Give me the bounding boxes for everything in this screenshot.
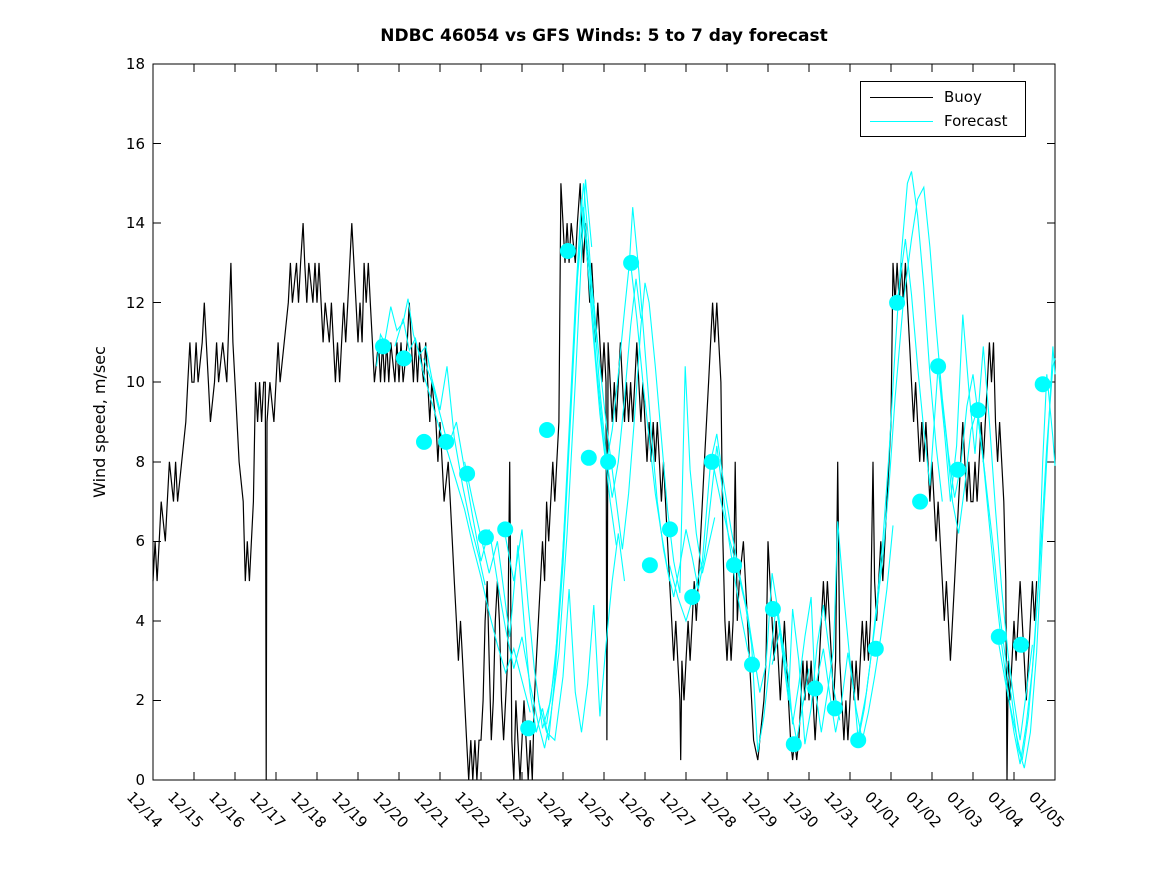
y-tick-label: 12 (125, 293, 145, 312)
forecast-marker-dot (459, 465, 476, 482)
forecast-marker-dot (785, 736, 802, 753)
forecast-line-sample (870, 120, 933, 122)
buoy-line-sample (870, 96, 933, 98)
forecast-segment-line (814, 171, 943, 741)
forecast-marker-dot (1034, 376, 1051, 393)
y-tick-label: 2 (135, 691, 145, 710)
forecast-marker-dot (497, 521, 514, 538)
y-tick-label: 4 (135, 611, 145, 630)
forecast-marker-dot (726, 557, 742, 574)
forecast-marker-dot (867, 640, 884, 657)
forecast-marker-dot (539, 422, 555, 438)
forecast-segment-line (712, 461, 841, 753)
forecast-segment-line (423, 179, 593, 749)
forecast-marker-dot (1013, 636, 1029, 653)
forecast-markers (375, 243, 1051, 753)
legend-label-forecast: Forecast (944, 111, 1008, 130)
forecast-segment-line (537, 533, 626, 742)
forecast-marker-dot (600, 453, 617, 470)
forecast-marker-dot (912, 493, 929, 510)
forecast-segment-line (464, 207, 617, 741)
forecast-segment-line (375, 298, 486, 586)
axes-box (152, 63, 1056, 781)
forecast-marker-dot (684, 589, 701, 605)
legend: Buoy Forecast (860, 81, 1026, 137)
forecast-marker-dot (438, 433, 455, 450)
forecast-segment-line (896, 238, 1033, 741)
forecast-segment-line (857, 185, 986, 737)
forecast-marker-dot (623, 254, 640, 271)
y-tick-label: 0 (135, 771, 145, 789)
forecast-segment-line (771, 521, 894, 741)
y-tick-label: 6 (135, 532, 145, 551)
forecast-marker-dot (826, 700, 843, 717)
forecast-marker-dot (807, 680, 824, 697)
forecast-marker-dot (662, 521, 678, 538)
legend-label-buoy: Buoy (944, 87, 982, 106)
forecast-marker-dot (969, 402, 986, 419)
y-tick-label: 8 (135, 452, 145, 471)
forecast-segment-line (546, 199, 671, 725)
buoy-series-line (152, 183, 1038, 781)
forecast-marker-dot (641, 557, 658, 574)
forecast-series-lines (375, 171, 1056, 769)
forecast-marker-dot (520, 720, 537, 737)
forecast-marker-dot (764, 601, 781, 617)
forecast-marker-dot (850, 732, 867, 749)
y-tick-label: 16 (125, 134, 145, 153)
forecast-marker-dot (703, 453, 720, 470)
legend-item-buoy: Buoy (861, 88, 1025, 106)
y-tick-label: 14 (125, 214, 145, 233)
forecast-marker-dot (744, 656, 760, 673)
forecast-marker-dot (416, 433, 432, 450)
x-tick-label: 01/05 (1025, 788, 1069, 832)
legend-item-forecast: Forecast (861, 112, 1025, 130)
forecast-marker-dot (990, 628, 1007, 645)
forecast-marker-dot (580, 449, 597, 466)
forecast-segment-line (937, 366, 1056, 765)
chart-title: NDBC 46054 vs GFS Winds: 5 to 7 day fore… (380, 26, 828, 46)
forecast-marker-dot (930, 358, 947, 375)
forecast-marker-dot (949, 461, 966, 478)
forecast-marker-dot (559, 243, 576, 259)
forecast-marker-dot (889, 294, 906, 311)
forecast-marker-dot (375, 338, 391, 355)
y-tick-label: 10 (125, 373, 145, 392)
forecast-marker-dot (395, 350, 412, 367)
forecast-marker-dot (477, 529, 494, 546)
y-tick-label: 18 (125, 55, 145, 73)
forecast-segment-line (394, 318, 531, 713)
forecast-segment-line (587, 250, 716, 594)
forecast-segment-line (997, 358, 1056, 761)
